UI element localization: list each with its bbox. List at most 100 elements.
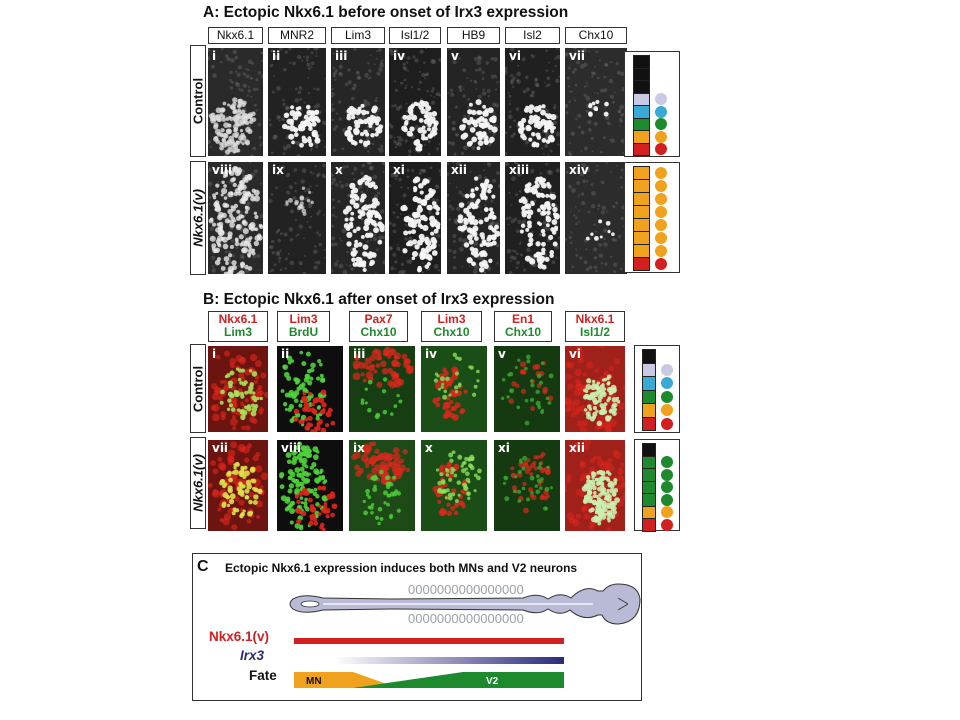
legend-domain-box: [642, 349, 656, 364]
legend-cell-dot: [661, 417, 673, 430]
legend-domain-box: [642, 416, 656, 431]
row-label-irx3-c: Irx3: [240, 648, 265, 663]
legend-domain-box: [633, 231, 650, 245]
legend-b-control: [634, 345, 680, 433]
col-header-b-2: Lim3 BrdU: [277, 311, 330, 342]
panel-label: v: [498, 347, 506, 361]
panel-b-viii: viii: [277, 440, 343, 531]
legend-domain-box: [642, 389, 656, 404]
panel-label: ix: [272, 163, 284, 177]
panel-label: vii: [212, 441, 229, 455]
panel-b-xi: xi: [494, 440, 560, 531]
panel-label: ii: [281, 347, 290, 361]
somites-lower: 0000000000000000: [408, 611, 524, 626]
legend-domain-box: [633, 257, 650, 271]
legend-cell-dot: [655, 167, 667, 179]
panel-a-x: x: [331, 162, 385, 274]
legend-domain-box: [633, 205, 650, 219]
panel-a-iii: iii: [331, 48, 385, 156]
panel-label: xiii: [509, 163, 530, 177]
panel-label: i: [212, 347, 217, 361]
legend-domain-box: [633, 192, 650, 206]
legend-cell-dot: [661, 377, 673, 390]
fate-mn-label: MN: [306, 676, 322, 687]
col-header-b-1: Nkx6.1 Lim3: [208, 311, 268, 342]
legend-cell-dot: [661, 404, 673, 417]
panel-a-v: v: [447, 48, 500, 156]
panel-a-viii: viii: [208, 162, 263, 274]
panel-b-iii: iii: [349, 346, 415, 432]
col-header-isl2: Isl2: [505, 27, 560, 44]
panel-b-x: x: [421, 440, 487, 531]
panel-label: v: [451, 49, 459, 63]
row-label-nkx-c: Nkx6.1(v): [209, 629, 270, 644]
panel-b-v: v: [494, 346, 560, 432]
legend-domain-box: [633, 105, 650, 119]
legend-domain-box: [633, 179, 650, 193]
panel-label: vii: [569, 49, 586, 63]
embryo-diagram: 0000000000000000 0000000000000000 MN V2: [289, 582, 641, 688]
panel-label: ii: [272, 49, 281, 63]
section-c-title: Ectopic Nkx6.1 expression induces both M…: [225, 561, 578, 575]
legend-domain-box: [642, 376, 656, 391]
legend-domain-box: [633, 130, 650, 144]
panel-label: vi: [509, 49, 521, 63]
legend-cell-dot: [655, 206, 667, 218]
panel-a-ix: ix: [268, 162, 326, 274]
legend-domain-box: [633, 166, 650, 180]
panel-b-xii: xii: [565, 440, 625, 531]
panel-label: iii: [353, 347, 366, 361]
legend-domain-box: [633, 142, 650, 156]
panel-label: ix: [353, 441, 365, 455]
legend-domain-box: [642, 443, 656, 457]
legend-cell-dot: [655, 143, 667, 156]
legend-cell-dot: [661, 456, 673, 469]
panel-label: vi: [569, 347, 581, 361]
legend-cell-dot: [655, 193, 667, 205]
panel-a-i: i: [208, 48, 263, 156]
col-header-lim3: Lim3: [331, 27, 385, 44]
legend-domain-box: [642, 505, 656, 519]
legend-cell-dot: [661, 493, 673, 506]
panel-b-i: i: [208, 346, 268, 432]
panel-a-xiv: xiv: [565, 162, 627, 274]
nkx-expression-bar: [294, 638, 564, 644]
panel-a-xiii: xiii: [505, 162, 560, 274]
legend-cell-dot: [661, 506, 673, 519]
row-label-nkx-b: Nkx6.1(v): [190, 437, 206, 529]
legend-a-control: [624, 51, 680, 157]
legend-cell-dot: [655, 232, 667, 244]
fate-v2-label: V2: [486, 676, 499, 687]
col-header-b-5: En1 Chx10: [494, 311, 552, 342]
panel-a-ii: ii: [268, 48, 326, 156]
panel-a-iv: iv: [389, 48, 441, 156]
legend-cell-dot: [661, 363, 673, 376]
legend-cell-dot: [661, 518, 673, 531]
section-c-box: C Ectopic Nkx6.1 expression induces both…: [192, 553, 642, 701]
legend-domain-box: [642, 493, 656, 507]
legend-cell-dot: [661, 390, 673, 403]
legend-domain-box: [633, 55, 650, 69]
legend-cell-dot: [661, 481, 673, 494]
panel-label: xi: [393, 163, 405, 177]
panel-label: x: [425, 441, 433, 455]
legend-cell-dot: [655, 105, 667, 118]
legend-cell-dot: [655, 130, 667, 143]
panel-label: iii: [335, 49, 348, 63]
legend-cell-dot: [655, 93, 667, 106]
legend-domain-box: [633, 244, 650, 258]
panel-a-vii: vii: [565, 48, 627, 156]
legend-domain-box: [642, 518, 656, 532]
legend-cell-dot: [661, 468, 673, 481]
legend-domain-box: [642, 362, 656, 377]
col-header-mnr2: MNR2: [268, 27, 326, 44]
legend-cell-dot: [655, 245, 667, 257]
panel-label: viii: [281, 441, 302, 455]
panel-label: xiv: [569, 163, 589, 177]
legend-domain-box: [642, 480, 656, 494]
section-b-title: B: Ectopic Nkx6.1 after onset of Irx3 ex…: [203, 291, 555, 308]
panel-label: xii: [569, 441, 585, 455]
panel-label: xii: [451, 163, 467, 177]
irx3-expression-bar: [334, 657, 564, 664]
